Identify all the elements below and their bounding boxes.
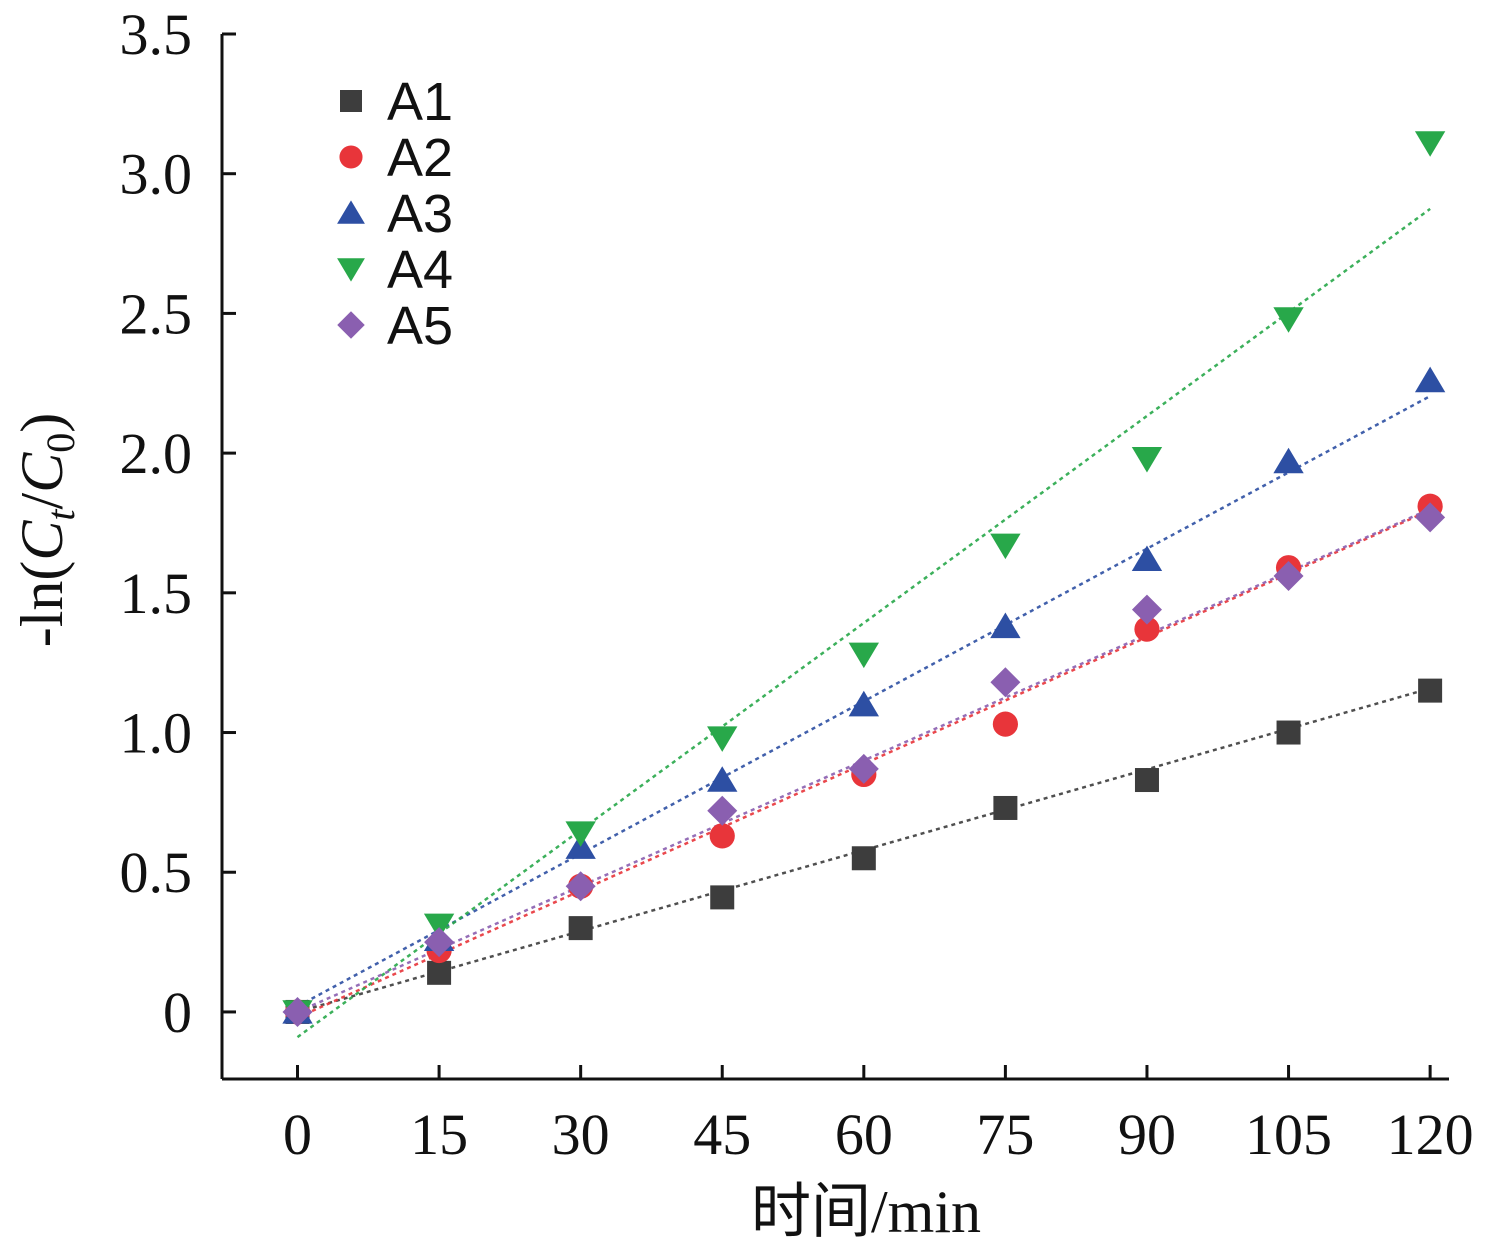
x-tick-label: 0 <box>283 1102 312 1167</box>
data-point-a1 <box>851 846 876 871</box>
data-point-a3 <box>707 766 738 792</box>
data-point-a4 <box>423 913 455 940</box>
legend-marker-a1 <box>340 90 362 112</box>
x-axis-title: 时间/min <box>751 1179 981 1245</box>
data-point-a3 <box>1131 545 1163 572</box>
legend-label-a4: A4 <box>387 240 453 300</box>
data-point-a5 <box>282 996 313 1027</box>
y-tick-label: 2.0 <box>120 421 193 486</box>
y-axis-title-mid: / <box>9 492 75 509</box>
data-point-a1 <box>710 885 735 910</box>
legend-marker-a3 <box>337 200 365 224</box>
legend-marker-a5 <box>337 311 365 339</box>
data-point-a4 <box>1273 307 1304 333</box>
data-point-a5 <box>848 753 879 784</box>
data-point-a5 <box>707 795 738 826</box>
data-point-a1 <box>1134 768 1159 793</box>
data-point-a1 <box>1418 678 1443 703</box>
data-point-a4 <box>848 642 879 669</box>
data-point-a2 <box>1134 616 1160 642</box>
y-tick-label: 0 <box>163 980 192 1045</box>
data-point-a5 <box>1415 502 1446 533</box>
data-point-a4 <box>1131 446 1163 473</box>
x-tick-label: 75 <box>976 1102 1034 1167</box>
y-axis-title: -ln(Ct/C0) <box>9 413 83 647</box>
legend-marker-a4 <box>337 258 365 282</box>
x-tick-label: 45 <box>693 1102 751 1167</box>
data-point-a3 <box>1414 366 1446 393</box>
y-axis-title-c2: C <box>9 452 75 493</box>
fit-lines <box>296 207 1431 1039</box>
x-tick-label: 105 <box>1245 1102 1332 1167</box>
y-axis-title-sub1: t <box>38 509 83 521</box>
y-tick-label: 3.0 <box>120 142 193 207</box>
data-point-a1 <box>427 960 452 985</box>
data-point-a1 <box>993 795 1018 820</box>
data-point-a1 <box>568 916 593 941</box>
tick-marks: 0 15 30 45 60 75 90 105 120 0 0.5 1.0 1.5 2.0 2.5 3.0 3.… <box>120 2 1474 1167</box>
legend-label-a2: A2 <box>387 128 453 188</box>
data-point-a1 <box>1276 720 1301 745</box>
legend-marker-a2 <box>339 145 363 169</box>
data-points <box>282 131 1446 1027</box>
y-tick-label: 1.5 <box>120 561 193 626</box>
data-point-a5 <box>565 871 596 902</box>
fit-line-a4 <box>296 207 1431 1039</box>
x-tick-label: 120 <box>1387 1102 1474 1167</box>
data-point-a4 <box>707 726 738 752</box>
y-tick-label: 1.0 <box>120 701 193 766</box>
x-tick-label: 90 <box>1118 1102 1176 1167</box>
data-point-a5 <box>424 927 455 958</box>
axes <box>220 34 1449 1081</box>
x-tick-label: 30 <box>552 1102 610 1167</box>
data-point-a5 <box>990 667 1021 698</box>
fit-line-a2 <box>296 509 1431 1019</box>
data-point-a2 <box>992 711 1018 737</box>
data-point-a4 <box>990 533 1021 560</box>
y-axis-title-prefix: -ln( <box>9 561 75 648</box>
y-axis-title-sub2: 0 <box>38 433 83 453</box>
y-tick-label: 3.5 <box>120 2 193 67</box>
data-point-a5 <box>1131 594 1162 625</box>
data-point-a2 <box>709 823 735 849</box>
y-axis-title-suffix: ) <box>9 413 75 433</box>
legend-label-a1: A1 <box>387 72 453 132</box>
x-tick-label: 60 <box>835 1102 893 1167</box>
data-point-a4 <box>1414 131 1446 157</box>
data-point-a3 <box>990 612 1021 639</box>
data-point-a3 <box>848 690 879 717</box>
x-tick-label: 15 <box>410 1102 468 1167</box>
y-axis-title-c1: C <box>9 520 75 561</box>
legend-label-a3: A3 <box>387 184 453 244</box>
legend-label-a5: A5 <box>387 296 453 356</box>
data-point-a5 <box>1273 561 1304 592</box>
y-tick-label: 0.5 <box>120 840 193 905</box>
data-point-a4 <box>565 821 596 847</box>
y-tick-label: 2.5 <box>120 281 193 346</box>
data-point-a3 <box>1273 447 1304 474</box>
